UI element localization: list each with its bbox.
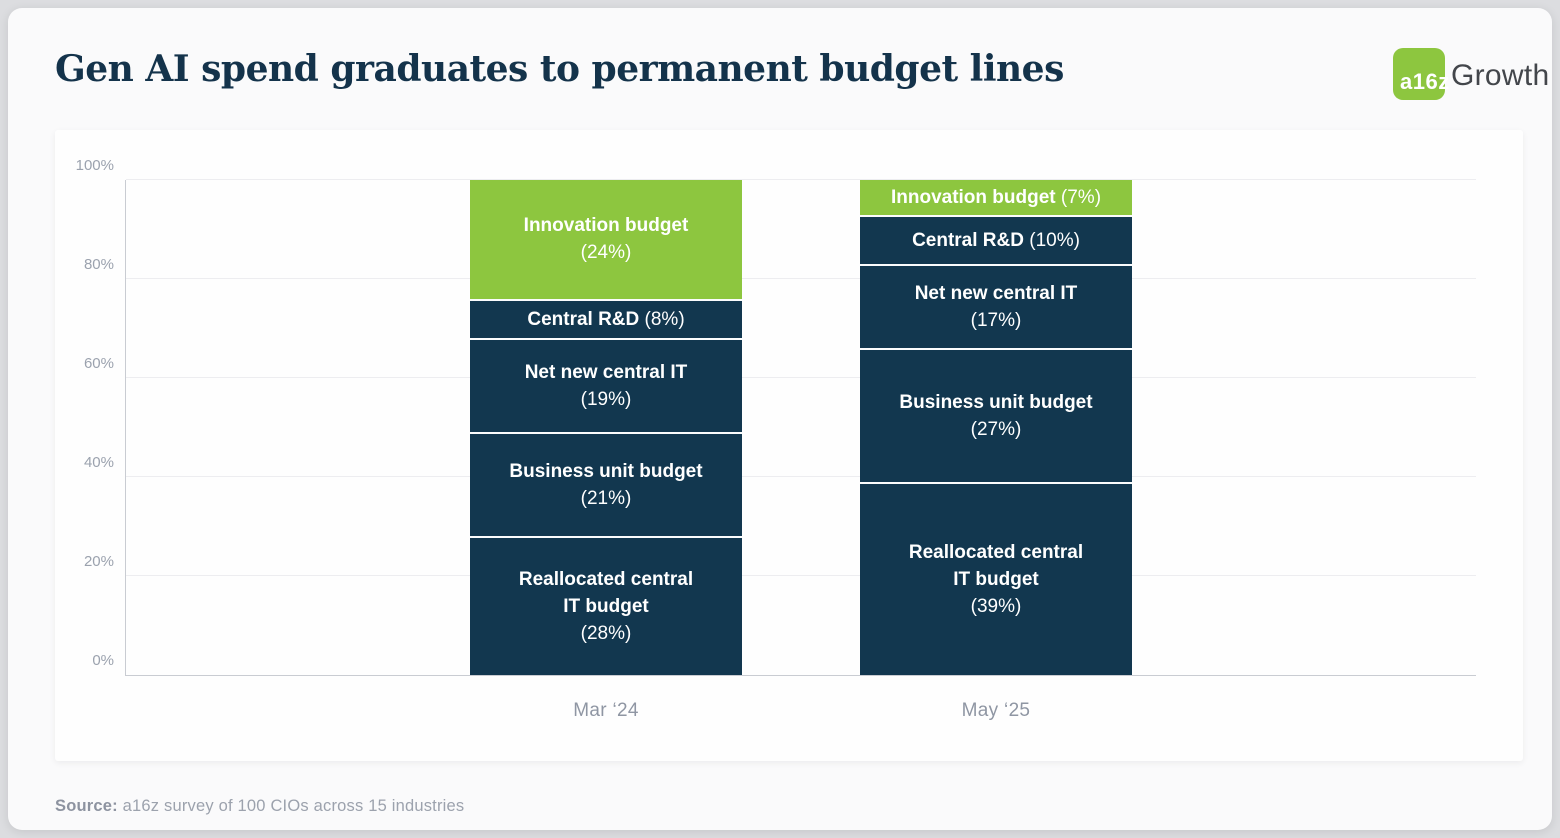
infographic-panel: Gen AI spend graduates to permanent budg…	[8, 8, 1552, 830]
bar-segment: Reallocated central IT budget (28%)	[470, 536, 742, 675]
segment-percentage: (8%)	[639, 309, 685, 331]
gridline-80	[126, 278, 1476, 279]
y-axis-tick-label: 40%	[83, 454, 114, 471]
segment-percentage: (24%)	[580, 242, 632, 264]
bar-segment: Business unit budget (27%)	[860, 348, 1132, 482]
segment-label: Innovation budget	[890, 186, 1056, 208]
bar-segment: Innovation budget (24%)	[470, 180, 742, 299]
segment-label: Business unit budget	[899, 392, 1093, 414]
gridline-100	[126, 179, 1476, 180]
chart-title: Gen AI spend graduates to permanent budg…	[55, 48, 1064, 90]
segment-label: Central R&D	[527, 309, 640, 331]
segment-label: Reallocated central IT budget	[908, 541, 1084, 590]
gridline-20	[126, 575, 1476, 576]
bar-segment: Net new central IT (19%)	[470, 338, 742, 433]
bar-segment: Business unit budget (21%)	[470, 432, 742, 537]
segment-label: Net new central IT	[914, 283, 1078, 305]
a16z-logo-mark: a16z	[1393, 48, 1449, 100]
bar-segment: Central R&D (8%)	[470, 298, 742, 339]
source-note: Source: a16z survey of 100 CIOs across 1…	[55, 797, 464, 816]
segment-percentage: (7%)	[1055, 186, 1102, 208]
bar-segment: Central R&D (10%)	[860, 214, 1132, 265]
segment-percentage: (19%)	[580, 389, 632, 411]
y-axis-tick-label: 80%	[83, 256, 114, 273]
gridline-60	[126, 377, 1476, 378]
segment-label: Reallocated central IT budget	[518, 569, 694, 618]
y-axis-tick-label: 60%	[83, 355, 114, 372]
source-text: a16z survey of 100 CIOs across 15 indust…	[122, 797, 465, 815]
segment-percentage: (27%)	[970, 419, 1022, 441]
segment-label: Business unit budget	[509, 461, 703, 483]
segment-percentage: (39%)	[970, 595, 1022, 617]
segment-percentage: (17%)	[970, 310, 1022, 332]
bar-segment: Innovation budget (7%)	[860, 180, 1132, 215]
a16z-logo-text: a16z	[1400, 69, 1450, 94]
plot-area: 0% 20% 40% 60% 80% 100% Innovation budget (24%)…	[76, 158, 1476, 721]
logo-growth-label: Growth	[1451, 59, 1550, 92]
segment-label: Net new central IT	[524, 362, 688, 384]
segment-percentage: (21%)	[580, 488, 632, 510]
gridline-40	[126, 476, 1476, 477]
segment-percentage: (10%)	[1023, 229, 1080, 251]
stacked-bar-1: Innovation budget (24%) Central R&D (8%) Ne…	[470, 180, 742, 675]
chart-card: 0% 20% 40% 60% 80% 100% Innovation budget (24%)…	[55, 130, 1523, 761]
segment-label: Central R&D	[912, 229, 1024, 251]
y-axis-tick-label: 20%	[83, 553, 114, 570]
bar-segment: Reallocated central IT budget (39%)	[860, 481, 1132, 675]
source-label: Source:	[55, 797, 118, 815]
y-axis-tick-label: 100%	[75, 157, 114, 174]
x-axis-category-label: May ‘25	[961, 700, 1031, 721]
bar-segment: Net new central IT (17%)	[860, 264, 1132, 349]
stacked-bar-2: Innovation budget (7%) Central R&D (10%) N…	[860, 180, 1132, 675]
x-axis-category-label: Mar ‘24	[573, 700, 639, 721]
segment-label: Innovation budget	[523, 215, 689, 237]
segment-percentage: (28%)	[580, 623, 632, 645]
y-axis-tick-label: 0%	[92, 652, 114, 669]
